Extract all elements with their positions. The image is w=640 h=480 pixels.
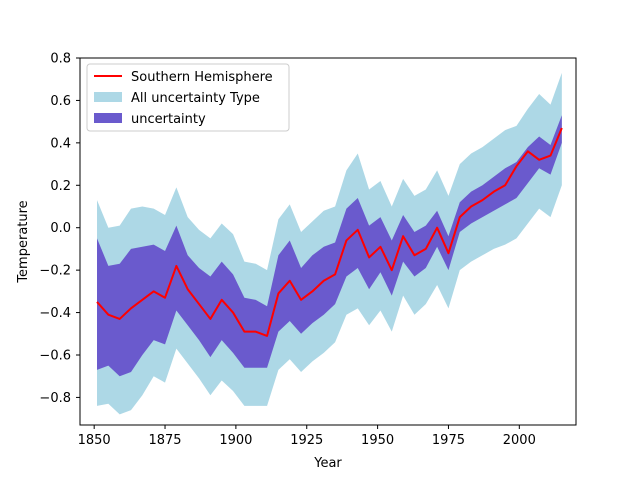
x-tick-label: 2000 — [503, 433, 536, 448]
y-tick-label: 0.4 — [50, 136, 71, 151]
x-tick-label: 1925 — [290, 433, 323, 448]
legend: Southern Hemisphere All uncertainty Type u… — [86, 63, 290, 132]
legend-box — [86, 63, 290, 132]
y-axis-ticks: −0.8 −0.6 −0.4 −0.2 0.0 0.2 0.4 0.6 0.8 — [39, 52, 80, 406]
plot-area-frame — [79, 57, 577, 426]
y-tick-label: 0.0 — [50, 221, 71, 236]
y-axis-label: Temperature — [16, 200, 31, 283]
y-tick-label: −0.4 — [39, 306, 71, 321]
legend-label: uncertainty — [131, 112, 206, 127]
x-tick-label: 1850 — [78, 433, 111, 448]
x-tick-label: 1950 — [361, 433, 394, 448]
legend-label: All uncertainty Type — [131, 91, 260, 106]
y-tick-label: −0.2 — [39, 264, 71, 279]
uncertainty-bands — [97, 72, 562, 415]
y-tick-label: 0.6 — [50, 94, 71, 109]
line-southern-hemisphere — [96, 127, 563, 337]
y-tick-label: 0.8 — [50, 52, 71, 67]
y-tick-label: −0.6 — [39, 348, 71, 363]
band-uncertainty — [97, 115, 562, 377]
legend-label: Southern Hemisphere — [131, 70, 273, 85]
x-tick-label: 1975 — [432, 433, 465, 448]
y-tick-label: 0.2 — [50, 179, 71, 194]
x-axis-ticks: 1850 1875 1900 1925 1950 1975 2000 — [78, 425, 536, 448]
legend-swatch-band — [94, 113, 122, 123]
x-tick-label: 1900 — [219, 433, 252, 448]
series-lines — [96, 127, 563, 337]
x-tick-label: 1875 — [148, 433, 181, 448]
legend-swatch-band — [94, 92, 122, 102]
y-tick-label: −0.8 — [39, 391, 71, 406]
x-axis-label: Year — [313, 456, 342, 471]
